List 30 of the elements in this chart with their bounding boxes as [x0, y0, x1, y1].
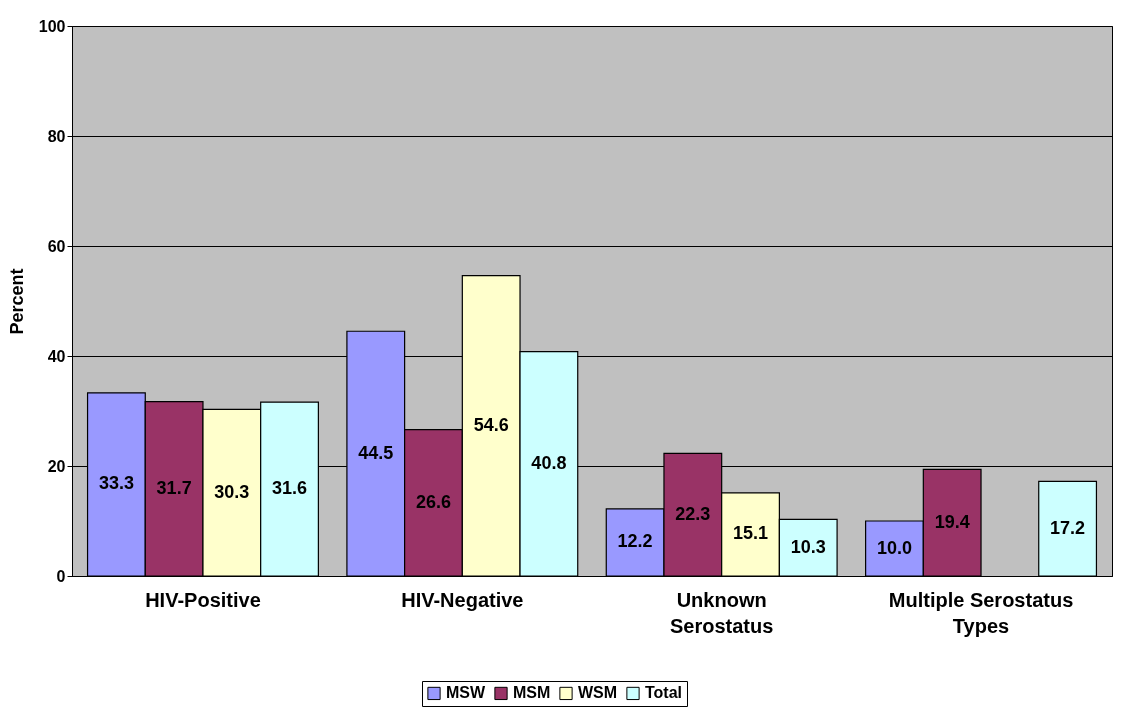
data-label: 26.6 — [415, 491, 451, 512]
y-tick-label: 100 — [38, 17, 66, 35]
data-label: 44.5 — [358, 442, 394, 463]
data-label: 31.6 — [272, 478, 308, 499]
legend-label: MSM — [513, 684, 551, 702]
x-tick-label: Unknown Serostatus — [669, 588, 774, 637]
legend-label: MSW — [446, 684, 486, 702]
legend-label: WSM — [578, 684, 618, 702]
data-label: 40.8 — [531, 452, 567, 473]
y-tick-label: 80 — [47, 127, 66, 145]
data-label: 19.4 — [934, 511, 970, 532]
data-label: 15.1 — [733, 523, 769, 544]
data-label: 31.7 — [156, 477, 192, 498]
data-label: 33.3 — [98, 473, 134, 494]
x-tick-label: Multiple Serostatus Types — [888, 588, 1074, 637]
data-label: 22.3 — [675, 503, 711, 524]
y-tick-label: 40 — [47, 347, 66, 365]
data-label: 17.2 — [1050, 517, 1086, 538]
y-tick-label: 0 — [56, 567, 66, 585]
data-label: 54.6 — [473, 414, 509, 435]
legend-label: Total — [645, 684, 683, 702]
x-tick-label: HIV-Negative — [401, 588, 524, 611]
data-label: 10.3 — [790, 536, 826, 557]
data-label: 12.2 — [617, 531, 653, 552]
data-label: 30.3 — [214, 481, 250, 502]
y-tick-label: 20 — [47, 457, 66, 475]
y-tick-label: 60 — [47, 237, 66, 255]
y-axis-title: Percent — [6, 268, 27, 335]
data-label: 10.0 — [876, 537, 912, 558]
x-tick-label: HIV-Positive — [145, 588, 261, 611]
